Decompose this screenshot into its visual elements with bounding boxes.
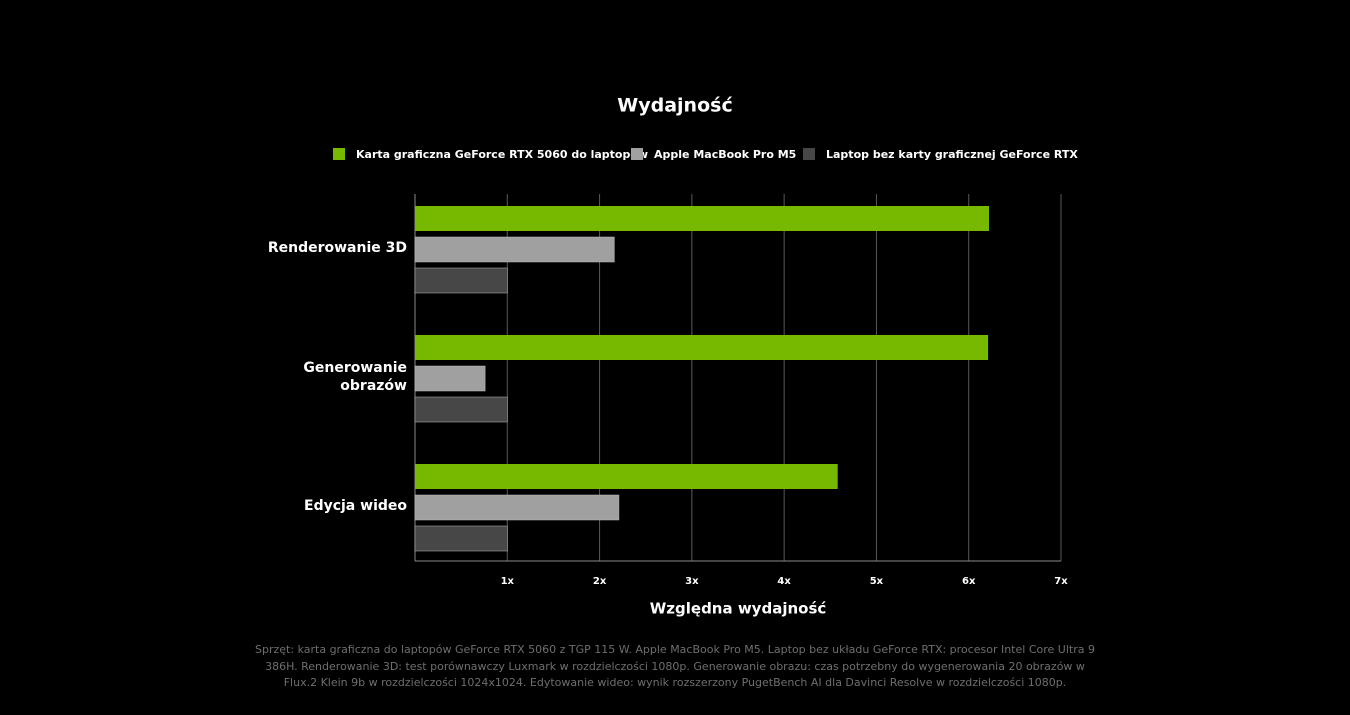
x-tick-label: 4x — [777, 576, 791, 587]
category-label: Renderowanie 3D — [267, 240, 407, 256]
x-tick-label: 2x — [593, 576, 607, 587]
legend-label: Karta graficzna GeForce RTX 5060 do lapt… — [356, 148, 648, 161]
legend-swatch — [333, 148, 345, 160]
x-tick-label: 3x — [685, 576, 699, 587]
bar — [415, 335, 989, 360]
legend-swatch — [631, 148, 643, 160]
category-label: Generowanie obrazów — [303, 360, 407, 394]
x-tick-label: 5x — [870, 576, 884, 587]
bar — [414, 365, 486, 392]
bar — [414, 236, 615, 263]
x-tick-label: 7x — [1054, 576, 1068, 587]
bar — [414, 396, 508, 423]
bar — [415, 206, 990, 231]
category-label: Edycja wideo — [304, 498, 407, 514]
bar — [414, 494, 620, 521]
chart-title: Wydajność — [617, 95, 732, 117]
bar — [414, 267, 508, 294]
x-axis-label: Względna wydajność — [650, 600, 827, 618]
legend-swatch — [803, 148, 815, 160]
legend-label: Laptop bez karty graficznej GeForce RTX — [826, 148, 1078, 161]
footnote: Sprzęt: karta graficzna do laptopów GeFo… — [255, 643, 1095, 689]
x-tick-label: 1x — [501, 576, 515, 587]
legend-label: Apple MacBook Pro M5 — [654, 148, 796, 161]
bar — [414, 525, 508, 552]
bar — [415, 464, 838, 489]
x-tick-label: 6x — [962, 576, 976, 587]
